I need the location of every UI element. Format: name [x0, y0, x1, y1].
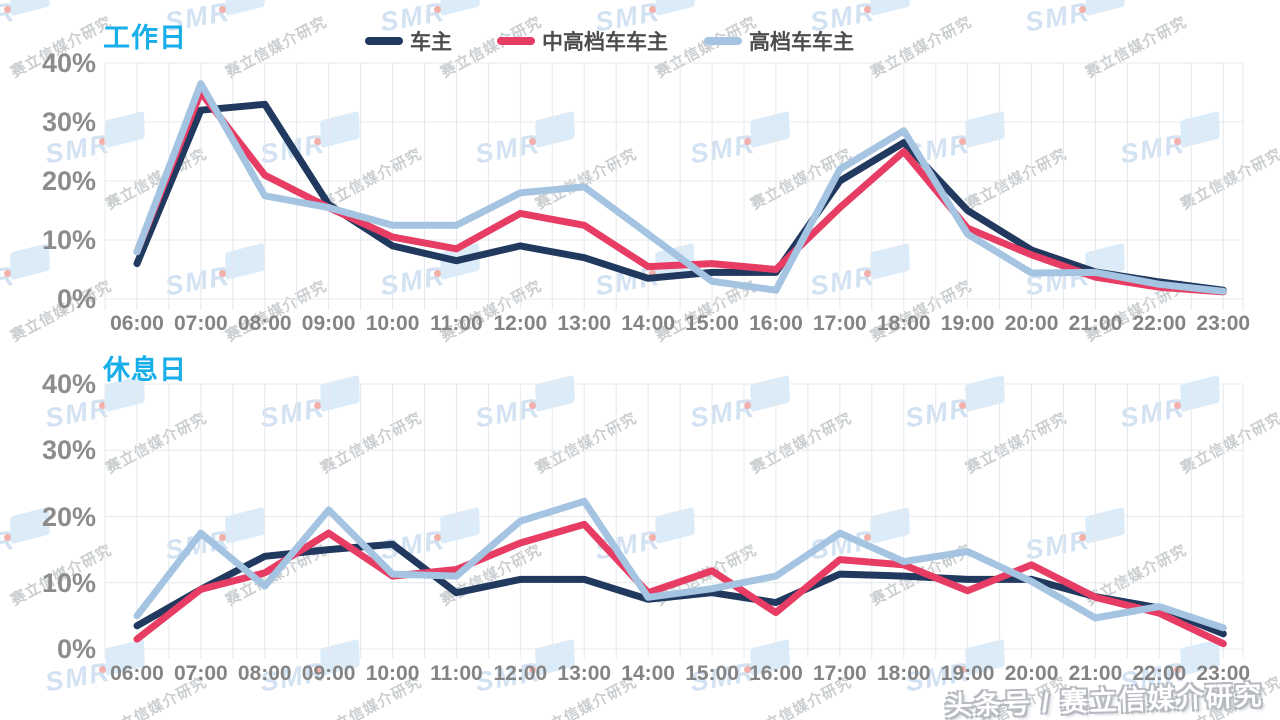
y-tick-label: 40% [41, 369, 96, 399]
x-tick-label: 11:00 [430, 312, 483, 335]
workday-chart-title: 工作日 [103, 23, 187, 53]
y-tick-label: 30% [41, 435, 96, 466]
legend: 车主 中高档车车主 高档车车主 [0, 26, 1280, 56]
y-tick-label: 20% [41, 166, 96, 196]
x-tick-label: 08:00 [237, 662, 292, 685]
x-tick-label: 19:00 [940, 312, 995, 335]
y-tick-label: 10% [41, 225, 96, 255]
legend-item-owner: 车主 [365, 26, 452, 56]
smr-flag-icon [870, 0, 910, 17]
x-tick-label: 08:00 [237, 312, 292, 335]
x-tick-label: 06:00 [110, 312, 164, 335]
x-tick-label: 11:00 [430, 662, 483, 685]
x-tick-label: 10:00 [365, 312, 420, 335]
smr-dot-icon [99, 666, 106, 673]
legend-label: 高档车车主 [749, 31, 854, 54]
x-tick-label: 07:00 [173, 662, 228, 685]
mid-high-line-swatch [497, 37, 535, 45]
x-tick-label: 12:00 [493, 662, 548, 685]
x-tick-label: 22:00 [1132, 662, 1187, 685]
series-line-2 [133, 497, 1227, 632]
smr-text: SMR [0, 260, 19, 302]
x-tick-label: 17:00 [812, 662, 867, 685]
y-tick-label: 40% [41, 48, 96, 78]
y-tick-label: 10% [41, 567, 96, 598]
y-tick-label: 30% [41, 107, 96, 137]
smr-flag-icon [10, 0, 50, 17]
x-tick-label: 09:00 [301, 312, 356, 335]
workday-plot-area [104, 62, 1244, 310]
x-tick-label: 09:00 [301, 662, 356, 685]
x-tick-label: 18:00 [876, 312, 931, 335]
smr-dot-icon [649, 6, 656, 13]
restday-plot-area [104, 383, 1244, 658]
x-tick-label: 07:00 [173, 312, 228, 335]
x-tick-label: 20:00 [1004, 662, 1059, 685]
legend-label: 中高档车车主 [542, 31, 668, 54]
x-tick-label: 15:00 [685, 662, 739, 685]
smr-dot-icon [1079, 6, 1086, 13]
x-tick-label: 21:00 [1068, 312, 1123, 335]
restday-chart-title: 休息日 [103, 355, 187, 385]
smr-dot-icon [4, 6, 11, 13]
smr-dot-icon [434, 6, 441, 13]
smr-flag-icon [225, 0, 265, 17]
smr-dot-icon [4, 270, 11, 277]
x-tick-label: 22:00 [1132, 312, 1187, 335]
smr-flag-icon [655, 0, 695, 17]
x-tick-label: 23:00 [1196, 312, 1251, 335]
x-tick-label: 10:00 [365, 662, 420, 685]
y-tick-label: 0% [56, 634, 96, 664]
x-tick-label: 15:00 [685, 312, 739, 335]
x-tick-label: 17:00 [812, 312, 867, 335]
x-tick-label: 16:00 [749, 662, 803, 685]
y-tick-label: 0% [56, 284, 96, 314]
x-tick-label: 16:00 [749, 312, 803, 335]
smr-dot-icon [864, 6, 871, 13]
owner-line-swatch [365, 37, 403, 45]
smr-flag-icon [440, 0, 480, 17]
series-line-1 [133, 520, 1227, 648]
x-tick-label: 13:00 [557, 662, 612, 685]
x-tick-label: 14:00 [621, 662, 675, 685]
x-tick-label: 12:00 [493, 312, 548, 335]
x-tick-label: 18:00 [876, 662, 931, 685]
legend-item-mid-high-owner: 中高档车车主 [497, 26, 668, 56]
smr-text: SMR [0, 524, 19, 566]
legend-item-high-owner: 高档车车主 [704, 26, 854, 56]
y-tick-label: 20% [41, 501, 96, 532]
x-tick-label: 21:00 [1068, 662, 1123, 685]
x-tick-label: 14:00 [621, 312, 675, 335]
smr-dot-icon [4, 534, 11, 541]
legend-label: 车主 [410, 31, 452, 54]
smr-dot-icon [219, 6, 226, 13]
x-tick-label: 20:00 [1004, 312, 1059, 335]
smr-flag-icon [1085, 0, 1125, 17]
high-line-swatch [704, 37, 742, 45]
x-tick-label: 13:00 [557, 312, 612, 335]
x-tick-label: 06:00 [110, 662, 164, 685]
